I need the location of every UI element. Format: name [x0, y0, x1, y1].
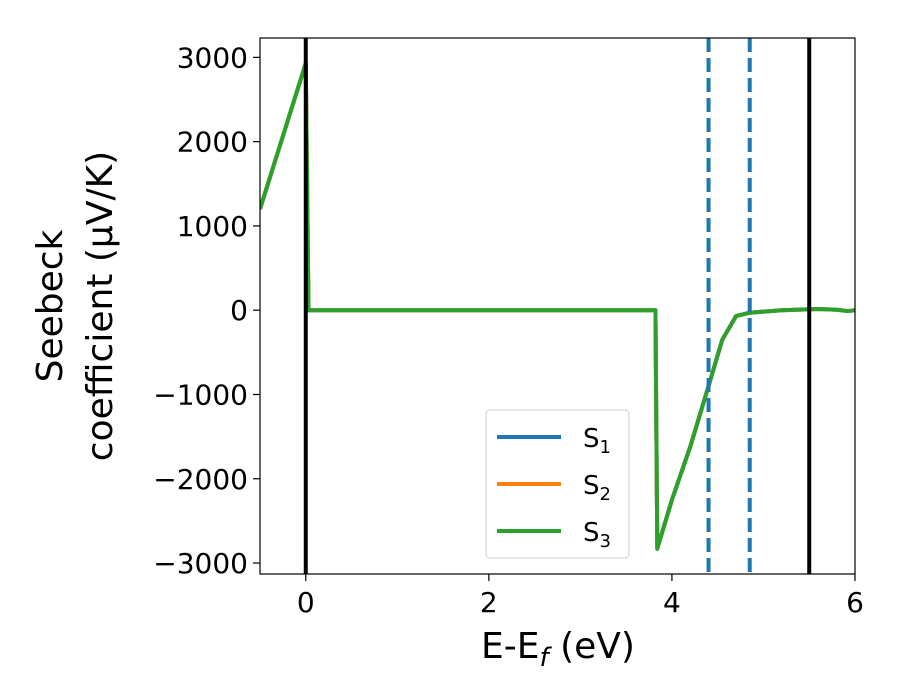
- y-axis: −3000 −2000 −1000 0 1000 2000 3000: [153, 41, 260, 580]
- plot-frame: [259, 37, 856, 575]
- legend-label-s2: S2: [583, 471, 611, 505]
- y-axis-title-line1: Seebeck: [30, 229, 71, 382]
- y-tick-label: 3000: [177, 41, 248, 74]
- x-tick-label: 4: [663, 586, 681, 619]
- x-axis: 0 2 4 6: [297, 574, 864, 619]
- y-tick-label: 0: [230, 294, 248, 327]
- legend: S1 S2 S3: [485, 409, 630, 559]
- x-tick-label: 6: [846, 586, 864, 619]
- series-line-s3: [260, 61, 855, 551]
- legend-label-s3: S3: [583, 518, 611, 552]
- x-tick-label: 0: [297, 586, 315, 619]
- y-tick-label: −2000: [153, 463, 248, 496]
- x-axis-title: E-Ef (eV): [481, 626, 635, 673]
- y-tick-label: −1000: [153, 378, 248, 411]
- y-tick-label: −3000: [153, 547, 248, 580]
- y-tick-label: 2000: [177, 126, 248, 159]
- x-tick-label: 2: [480, 586, 498, 619]
- legend-label-s1: S1: [583, 424, 611, 458]
- data-layer: [260, 38, 855, 574]
- y-tick-label: 1000: [177, 210, 248, 243]
- y-axis-title-line2: coefficient (μV/K): [80, 151, 121, 461]
